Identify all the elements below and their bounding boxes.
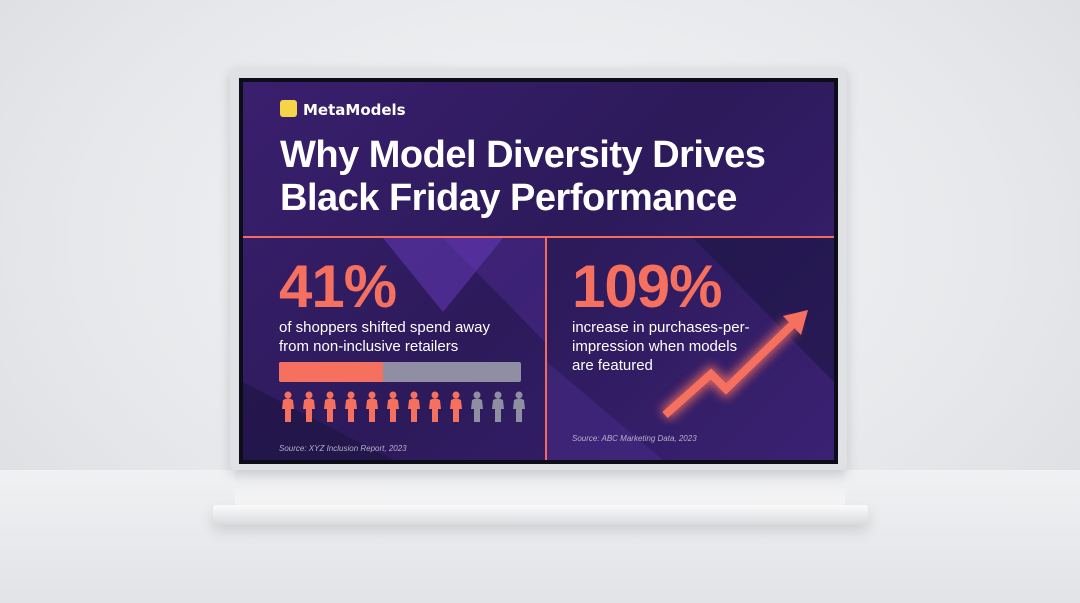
shape [383,238,503,312]
stat: 109% [572,253,722,320]
person-icon [387,391,399,422]
progress-bar [279,362,521,382]
title: Why Model Diversity Drives Black Friday … [280,134,766,220]
person-icon [324,391,336,422]
divider [545,238,547,460]
person-icon [408,391,420,422]
person-icon [450,391,462,422]
logo-icon [280,100,297,117]
source: Source: ABC Marketing Data, 2023 [572,434,697,443]
shape [547,362,663,460]
person-icon [492,391,504,422]
person-icon [303,391,315,422]
people-icons [282,391,525,422]
title-line: Black Friday Performance [280,177,737,219]
stat-text: of shoppers shifted spend away from non-… [279,319,490,355]
person-icon [282,391,294,422]
brand: MetaModels [303,101,406,119]
divider [243,236,834,238]
screen: MetaModels Why Model Diversity Drives Bl… [239,78,838,464]
trend-arrow [660,310,808,421]
source: Source: XYZ Inclusion Report, 2023 [279,444,407,453]
shape [547,238,834,382]
infographic: MetaModels Why Model Diversity Drives Bl… [243,82,834,460]
shape [243,382,393,460]
stand [235,468,845,508]
stat-text: increase in purchases-per-impression whe… [572,319,750,374]
stat: 41% [279,253,397,320]
title-line: Why Model Diversity Drives [280,134,766,176]
person-icon [366,391,378,422]
person-icon [471,391,483,422]
stand-base [213,505,868,525]
person-icon [429,391,441,422]
background-shapes [243,238,834,460]
person-icon [513,391,525,422]
progress-fill [279,362,383,382]
person-icon [345,391,357,422]
